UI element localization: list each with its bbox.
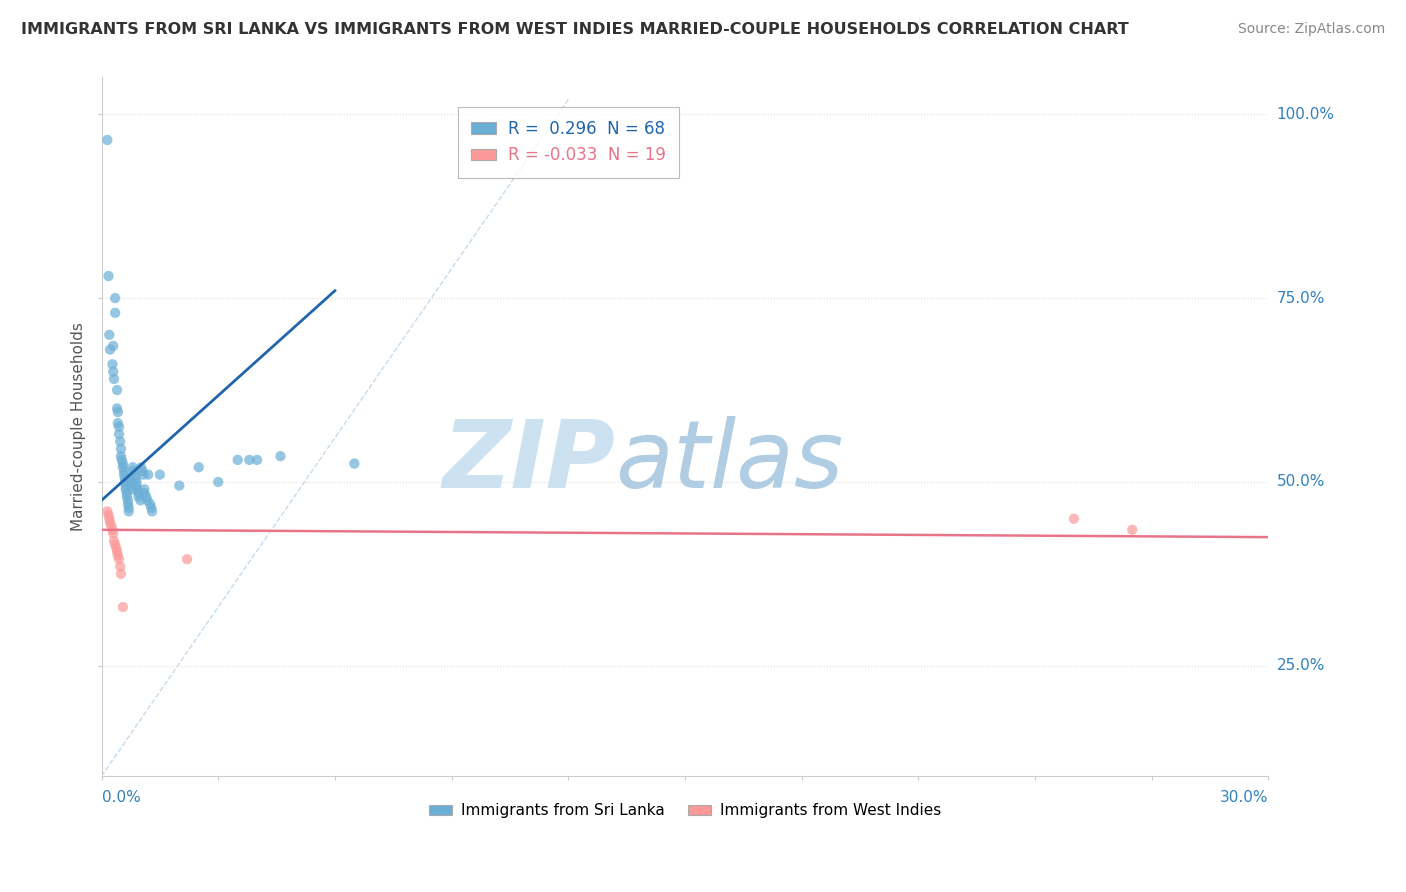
Point bbox=[124, 467, 146, 482]
Point bbox=[121, 483, 143, 497]
Point bbox=[108, 434, 131, 449]
Point bbox=[115, 490, 138, 504]
Point bbox=[169, 478, 191, 492]
Point bbox=[114, 471, 136, 485]
Point bbox=[112, 467, 135, 482]
Point bbox=[136, 493, 159, 508]
Point bbox=[98, 327, 121, 342]
Point bbox=[114, 478, 136, 492]
Point bbox=[269, 449, 291, 463]
Point bbox=[141, 504, 163, 518]
Point bbox=[100, 519, 122, 533]
Point bbox=[117, 493, 139, 508]
Point bbox=[127, 490, 149, 504]
Text: Source: ZipAtlas.com: Source: ZipAtlas.com bbox=[1237, 22, 1385, 37]
Text: 75.0%: 75.0% bbox=[1277, 291, 1324, 306]
Point bbox=[118, 504, 141, 518]
Point bbox=[98, 512, 121, 526]
Point bbox=[103, 365, 125, 379]
Point bbox=[114, 483, 136, 497]
Point bbox=[136, 467, 159, 482]
Point bbox=[121, 460, 143, 475]
Point bbox=[105, 541, 128, 556]
Point bbox=[104, 306, 127, 320]
Point bbox=[238, 453, 260, 467]
Point bbox=[176, 552, 198, 566]
Legend: Immigrants from Sri Lanka, Immigrants from West Indies: Immigrants from Sri Lanka, Immigrants fr… bbox=[423, 797, 948, 824]
Text: ZIP: ZIP bbox=[441, 416, 614, 508]
Point bbox=[117, 497, 139, 511]
Point bbox=[97, 268, 120, 283]
Point bbox=[149, 467, 172, 482]
Y-axis label: Married-couple Households: Married-couple Households bbox=[72, 322, 86, 532]
Point bbox=[141, 500, 163, 515]
Point bbox=[103, 526, 125, 541]
Point bbox=[129, 460, 152, 475]
Point bbox=[107, 405, 129, 419]
Point bbox=[118, 500, 141, 515]
Point bbox=[129, 493, 152, 508]
Point bbox=[107, 549, 129, 563]
Text: 25.0%: 25.0% bbox=[1277, 658, 1324, 673]
Point bbox=[104, 291, 127, 305]
Point bbox=[132, 467, 155, 482]
Point bbox=[118, 471, 141, 485]
Point bbox=[108, 427, 131, 442]
Point bbox=[103, 339, 125, 353]
Point bbox=[111, 460, 134, 475]
Point bbox=[207, 475, 229, 489]
Point bbox=[120, 478, 142, 492]
Point bbox=[187, 460, 209, 475]
Point bbox=[122, 464, 145, 478]
Point bbox=[125, 478, 148, 492]
Text: 0.0%: 0.0% bbox=[101, 790, 141, 805]
Point bbox=[105, 383, 128, 397]
Point bbox=[98, 343, 121, 357]
Point bbox=[127, 486, 149, 500]
Text: atlas: atlas bbox=[614, 417, 844, 508]
Point bbox=[108, 419, 131, 434]
Point bbox=[101, 523, 124, 537]
Point bbox=[103, 533, 125, 548]
Point bbox=[1121, 523, 1143, 537]
Point bbox=[105, 545, 128, 559]
Point bbox=[114, 475, 136, 489]
Point bbox=[103, 372, 125, 386]
Point bbox=[125, 475, 148, 489]
Point bbox=[226, 453, 249, 467]
Text: 50.0%: 50.0% bbox=[1277, 475, 1324, 490]
Point bbox=[98, 516, 121, 530]
Point bbox=[135, 490, 157, 504]
Point bbox=[115, 486, 138, 500]
Point bbox=[112, 464, 135, 478]
Point bbox=[107, 416, 129, 430]
Point bbox=[111, 453, 134, 467]
Point bbox=[105, 401, 128, 416]
Point bbox=[134, 483, 156, 497]
Point bbox=[125, 471, 148, 485]
Point bbox=[139, 497, 162, 511]
Point bbox=[96, 504, 118, 518]
Point bbox=[104, 537, 127, 551]
Point bbox=[246, 453, 269, 467]
Point bbox=[101, 357, 124, 371]
Point bbox=[110, 449, 132, 463]
Text: 30.0%: 30.0% bbox=[1220, 790, 1268, 805]
Point bbox=[111, 599, 134, 614]
Text: IMMIGRANTS FROM SRI LANKA VS IMMIGRANTS FROM WEST INDIES MARRIED-COUPLE HOUSEHOL: IMMIGRANTS FROM SRI LANKA VS IMMIGRANTS … bbox=[21, 22, 1129, 37]
Point bbox=[118, 475, 141, 489]
Point bbox=[1063, 512, 1085, 526]
Point bbox=[108, 552, 131, 566]
Point bbox=[131, 464, 153, 478]
Text: 100.0%: 100.0% bbox=[1277, 107, 1334, 121]
Point bbox=[97, 508, 120, 522]
Point bbox=[127, 483, 149, 497]
Point bbox=[111, 457, 134, 471]
Point bbox=[96, 133, 118, 147]
Point bbox=[110, 566, 132, 581]
Point bbox=[343, 457, 366, 471]
Point bbox=[134, 486, 156, 500]
Point bbox=[108, 559, 131, 574]
Point bbox=[110, 442, 132, 456]
